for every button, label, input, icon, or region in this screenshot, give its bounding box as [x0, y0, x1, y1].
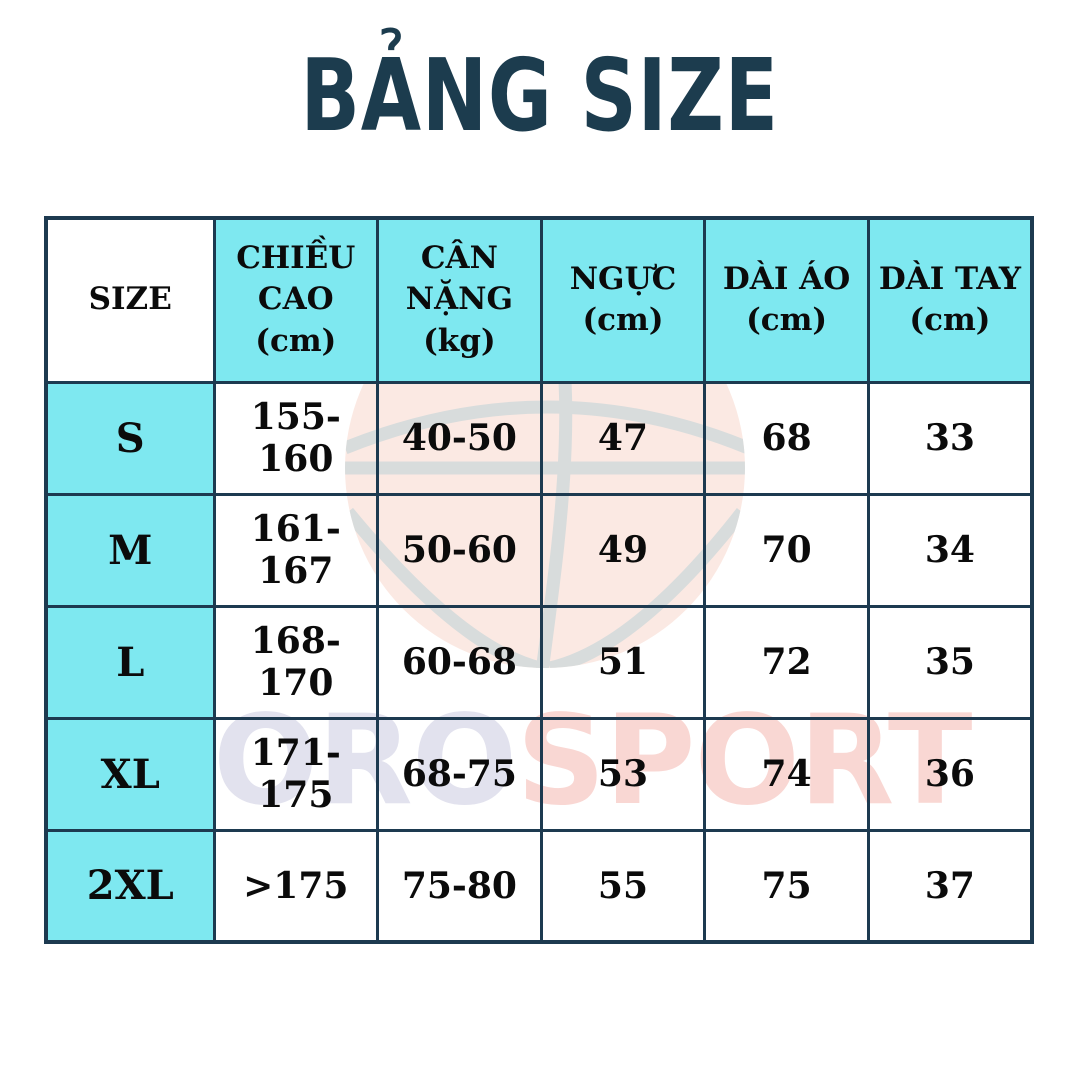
chest-cell: 49 — [539, 492, 707, 608]
shirt-length-cell: 72 — [703, 604, 870, 720]
page-title-text: BẢNG SIZE — [300, 37, 780, 154]
height-cell: 171-175 — [212, 716, 380, 832]
table-row: S 155-160 40-50 47 68 33 — [44, 380, 1034, 496]
shirt-length-cell: 75 — [703, 828, 870, 944]
chest-cell: 53 — [539, 716, 707, 832]
weight-cell: 68-75 — [376, 716, 543, 832]
sleeve-length-cell: 34 — [866, 492, 1034, 608]
table-row: L 168-170 60-68 51 72 35 — [44, 604, 1034, 720]
shirt-length-cell: 74 — [703, 716, 870, 832]
sleeve-length-cell: 37 — [866, 828, 1034, 944]
chest-cell: 55 — [539, 828, 707, 944]
weight-cell: 50-60 — [376, 492, 543, 608]
weight-cell: 75-80 — [376, 828, 543, 944]
chest-cell: 47 — [539, 380, 707, 496]
sleeve-length-cell: 35 — [866, 604, 1034, 720]
sleeve-length-cell: 33 — [866, 380, 1034, 496]
header-size: SIZE — [44, 216, 216, 384]
header-row: SIZE CHIỀU CAO (cm) CÂN NẶNG (kg) NGỰC (… — [44, 216, 1034, 384]
size-table: SIZE CHIỀU CAO (cm) CÂN NẶNG (kg) NGỰC (… — [44, 216, 1034, 944]
height-cell: 155-160 — [212, 380, 380, 496]
table-row: M 161-167 50-60 49 70 34 — [44, 492, 1034, 608]
table-row: 2XL >175 75-80 55 75 37 — [44, 828, 1034, 944]
height-cell: 168-170 — [212, 604, 380, 720]
chest-cell: 51 — [539, 604, 707, 720]
weight-cell: 60-68 — [376, 604, 543, 720]
weight-cell: 40-50 — [376, 380, 543, 496]
header-shirt-length: DÀI ÁO (cm) — [703, 216, 870, 384]
size-label-cell: S — [44, 380, 216, 496]
size-label-cell: XL — [44, 716, 216, 832]
shirt-length-cell: 68 — [703, 380, 870, 496]
size-label-cell: M — [44, 492, 216, 608]
header-chest: NGỰC (cm) — [539, 216, 707, 384]
size-label-cell: 2XL — [44, 828, 216, 944]
header-sleeve-length: DÀI TAY (cm) — [866, 216, 1034, 384]
size-label-cell: L — [44, 604, 216, 720]
table-row: XL 171-175 68-75 53 74 36 — [44, 716, 1034, 832]
height-cell: 161-167 — [212, 492, 380, 608]
header-weight: CÂN NẶNG (kg) — [376, 216, 543, 384]
shirt-length-cell: 70 — [703, 492, 870, 608]
page-title: BẢNG SIZE — [0, 40, 1080, 152]
height-cell: >175 — [212, 828, 380, 944]
sleeve-length-cell: 36 — [866, 716, 1034, 832]
header-height: CHIỀU CAO (cm) — [212, 216, 380, 384]
